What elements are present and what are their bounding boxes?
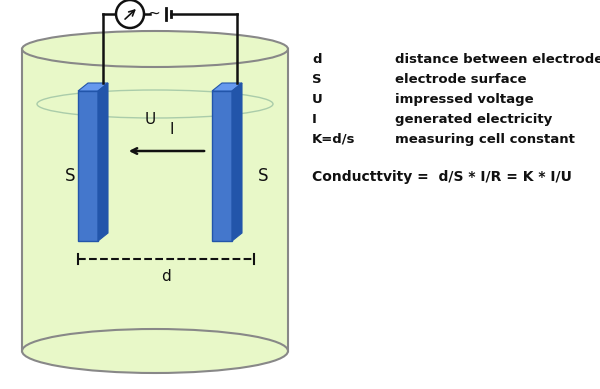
Circle shape [116, 0, 144, 28]
Text: d: d [312, 53, 322, 65]
Text: K=d/s: K=d/s [312, 133, 355, 145]
Text: S: S [312, 72, 322, 86]
Text: S: S [65, 167, 75, 185]
Text: I: I [312, 112, 317, 126]
Text: distance between electrodes: distance between electrodes [395, 53, 600, 65]
Polygon shape [22, 49, 288, 351]
Text: measuring cell constant: measuring cell constant [395, 133, 575, 145]
Text: Conducttvity =  d/S * I/R = K * I/U: Conducttvity = d/S * I/R = K * I/U [312, 170, 572, 184]
Text: U: U [145, 112, 155, 127]
Text: generated electricity: generated electricity [395, 112, 552, 126]
Ellipse shape [22, 31, 288, 67]
Ellipse shape [22, 329, 288, 373]
Polygon shape [78, 83, 108, 91]
Text: electrode surface: electrode surface [395, 72, 527, 86]
Text: U: U [312, 93, 323, 105]
Text: S: S [258, 167, 269, 185]
Text: ~: ~ [148, 5, 160, 21]
Polygon shape [212, 83, 242, 91]
Polygon shape [98, 83, 108, 241]
Text: impressed voltage: impressed voltage [395, 93, 533, 105]
Polygon shape [78, 91, 98, 241]
Polygon shape [212, 91, 232, 241]
Text: d: d [161, 269, 171, 284]
Text: I: I [169, 122, 174, 137]
Polygon shape [232, 83, 242, 241]
